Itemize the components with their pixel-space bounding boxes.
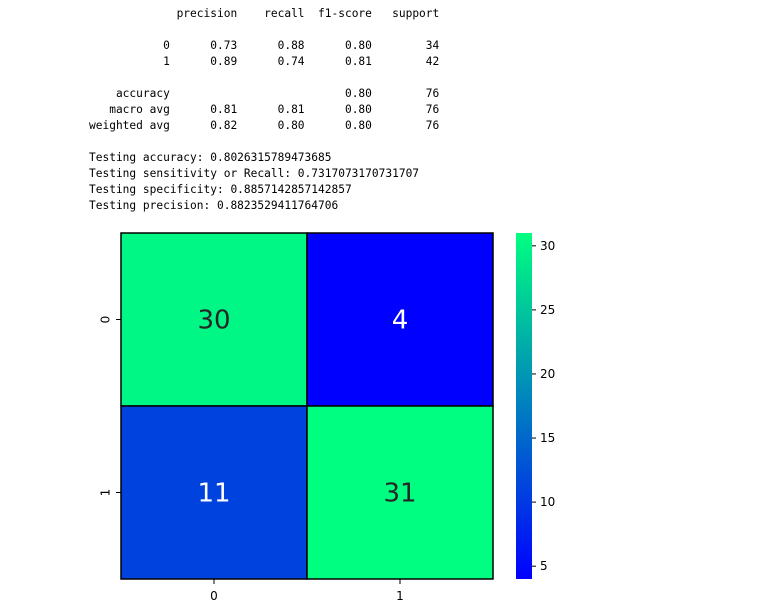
colorbar — [516, 233, 532, 579]
heatmap-cell-1-1 — [306, 405, 494, 580]
heatmap-annotation-1-1: 31 — [383, 479, 416, 509]
report-cell: 0.80 — [304, 103, 372, 116]
report-header-support: support — [371, 7, 440, 20]
testing-precision: Testing precision: 0.8823529411764706 — [89, 199, 339, 212]
testing-accuracy: Testing accuracy: 0.8026315789473685 — [89, 151, 332, 164]
testing-specificity: Testing specificity: 0.8857142857142857 — [89, 183, 352, 196]
report-cell: 0.73 — [169, 39, 238, 52]
report-cell: 76 — [371, 103, 440, 116]
heatmap-cell-0-1 — [306, 232, 494, 407]
report-header-precision: precision — [169, 7, 238, 20]
report-cell: 76 — [371, 87, 440, 100]
report-row-class-1: 1 0.89 0.74 0.81 42 — [89, 54, 439, 70]
report-cell: 0.81 — [169, 103, 238, 116]
report-cell: 0.80 — [237, 119, 305, 132]
heatmap-annotation-0-0: 30 — [197, 306, 230, 336]
report-cell: 0.81 — [237, 103, 305, 116]
report-header-recall: recall — [237, 7, 305, 20]
classification-report: precision recall f1-score support 0 0.73… — [89, 6, 439, 214]
report-cell: 0.88 — [237, 39, 305, 52]
report-cell: 0.89 — [169, 55, 238, 68]
colorbar-tick-label-15: 15 — [540, 431, 555, 445]
report-header-f1: f1-score — [304, 7, 372, 20]
heatmap-cell-1-0 — [120, 405, 308, 580]
y-tick-label-0: 0 — [99, 316, 113, 324]
report-row-class-0: 0 0.73 0.88 0.80 34 — [89, 38, 439, 54]
report-cell: 0.80 — [304, 119, 372, 132]
testing-recall: Testing sensitivity or Recall: 0.7317073… — [89, 167, 420, 180]
report-cell: accuracy — [89, 87, 170, 100]
heatmap-annotation-0-1: 4 — [392, 306, 409, 336]
report-cell: 1 — [89, 55, 170, 68]
report-cell: 0.80 — [304, 39, 372, 52]
colorbar-tick-label-20: 20 — [540, 367, 555, 381]
colorbar-tick-label-30: 30 — [540, 239, 555, 253]
x-tick-label-0: 0 — [210, 589, 218, 603]
report-row-accuracy: accuracy 0.80 76 — [89, 86, 439, 102]
report-cell: 0.81 — [304, 55, 372, 68]
report-cell: weighted avg — [89, 119, 170, 132]
report-cell: macro avg — [89, 103, 170, 116]
colorbar-tick-label-10: 10 — [540, 495, 555, 509]
report-cell: 76 — [371, 119, 440, 132]
report-row-weighted-avg: weighted avg 0.82 0.80 0.80 76 — [89, 118, 439, 134]
heatmap-cell-0-0 — [120, 232, 308, 407]
report-cell: 34 — [371, 39, 440, 52]
report-row-macro-avg: macro avg 0.81 0.81 0.80 76 — [89, 102, 439, 118]
heatmap-annotation-1-0: 11 — [197, 479, 230, 509]
report-cell: 42 — [371, 55, 440, 68]
testing-metrics: Testing accuracy: 0.8026315789473685 Test… — [89, 150, 439, 214]
x-tick-label-1: 1 — [396, 589, 404, 603]
report-cell: 0 — [89, 39, 170, 52]
report-cell: 0.80 — [304, 87, 372, 100]
colorbar-tick-label-25: 25 — [540, 303, 555, 317]
report-cell: 0.82 — [169, 119, 238, 132]
report-cell: 0.74 — [237, 55, 305, 68]
colorbar-tick-label-5: 5 — [540, 559, 548, 573]
report-header-row: precision recall f1-score support — [89, 6, 440, 22]
y-tick-label-1: 1 — [99, 489, 113, 497]
